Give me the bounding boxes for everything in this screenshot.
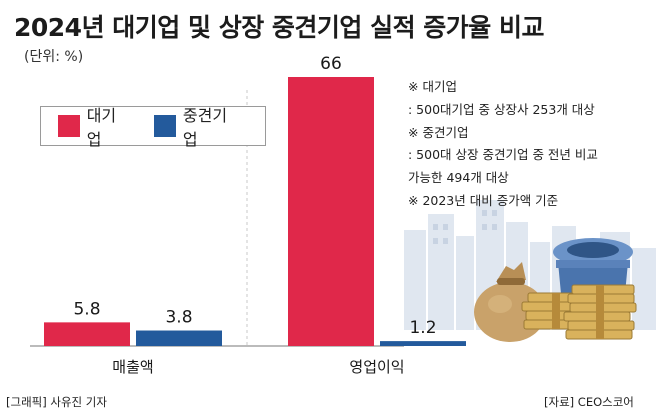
data-label: 3.8: [165, 308, 192, 328]
bar-mid-0: [136, 330, 222, 346]
note-line: ※ 대기업: [408, 79, 457, 94]
note-line: : 500대기업 중 상장사 253개 대상: [408, 101, 595, 117]
note-line: ※ 중견기업: [408, 124, 469, 140]
unit-label: (단위: %): [24, 49, 84, 65]
data-label: 1.2: [409, 318, 436, 338]
category-label: 영업이익: [349, 358, 404, 376]
money-stacks-icon: [521, 284, 637, 340]
footnotes: ※ 대기업 : 500대기업 중 상장사 253개 대상 ※ 중견기업 : 50…: [408, 76, 598, 213]
bar-mid-1: [380, 341, 466, 346]
data-label: 5.8: [73, 299, 100, 319]
bar-large-0: [44, 322, 130, 346]
legend-label-mid: 중견기업: [182, 106, 228, 149]
source-credit: [자료] CEO스코어: [544, 395, 634, 409]
legend-item-large: 대기업: [58, 102, 130, 150]
legend-item-mid: 중견기업: [154, 102, 241, 150]
note-line: ※ 2023년 대비 증가액 기준: [408, 192, 559, 208]
legend: 대기업 중견기업: [40, 106, 266, 149]
note-line: : 500대 상장 중견기업 중 전년 비교: [408, 147, 598, 163]
graphic-credit: [그래픽] 사유진 기자: [6, 395, 107, 409]
data-label: 66: [320, 54, 342, 74]
bar-large-1: [288, 77, 374, 346]
category-label: 매출액: [112, 358, 153, 376]
legend-swatch-large: [58, 115, 80, 137]
legend-label-large: 대기업: [86, 106, 117, 149]
legend-swatch-mid: [154, 115, 176, 137]
note-line: 가능한 494개 대상: [408, 170, 509, 186]
chart-title: 2024년 대기업 및 상장 중견기업 실적 증가율 비교: [14, 13, 545, 42]
